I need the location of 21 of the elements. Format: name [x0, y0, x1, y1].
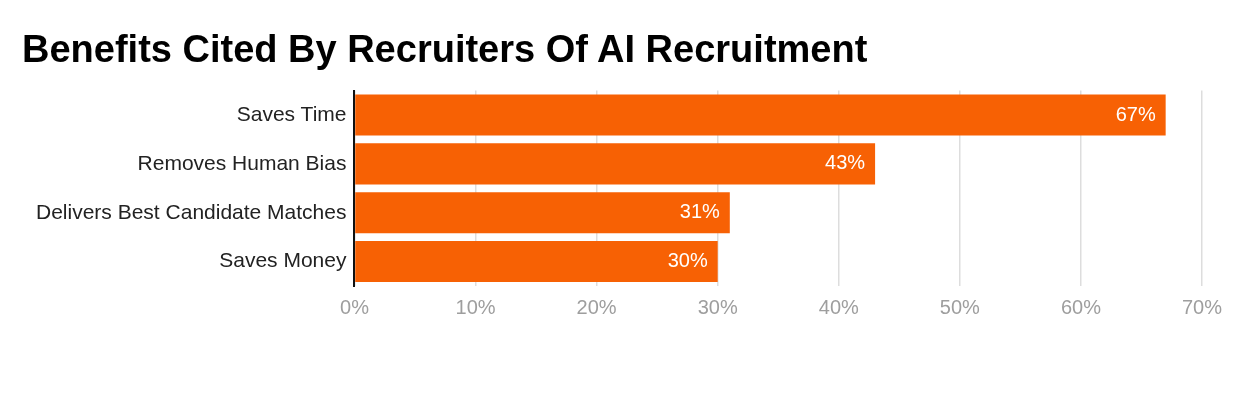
x-tick-label: 0% — [340, 295, 370, 318]
chart-title: Benefits Cited By Recruiters Of AI Recruitment — [21, 27, 869, 70]
bar — [355, 192, 730, 234]
x-tick-label: 10% — [455, 295, 496, 318]
x-tick-label: 60% — [1060, 295, 1102, 318]
x-tick-label: 30% — [697, 295, 738, 318]
y-tick-label: Removes Human Bias — [137, 150, 347, 174]
bar — [355, 241, 718, 283]
x-tick-label: 40% — [818, 295, 859, 318]
x-tick-label: 20% — [576, 295, 617, 318]
y-tick-label: Saves Money — [219, 248, 347, 272]
y-tick-label: Saves Time — [236, 101, 347, 125]
data-label: 67% — [1115, 102, 1156, 125]
x-tick-label: 50% — [939, 295, 981, 318]
bar — [355, 143, 876, 185]
y-tick-label: Delivers Best Candidate Matches — [35, 199, 347, 223]
data-label: 43% — [825, 151, 866, 174]
data-label: 30% — [667, 249, 708, 272]
data-label: 31% — [679, 200, 721, 223]
x-tick-label: 70% — [1181, 295, 1223, 318]
bar — [355, 94, 1166, 136]
